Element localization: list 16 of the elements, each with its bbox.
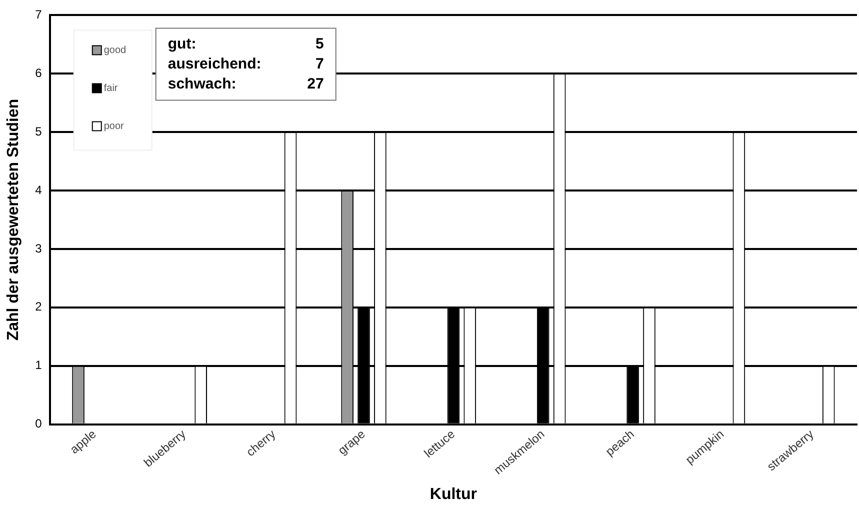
x-axis-title: Kultur [430, 486, 477, 503]
text: schwach: 27 [168, 75, 324, 92]
y-tick-label: 2 [35, 300, 42, 314]
y-tick-label: 0 [35, 416, 42, 431]
y-tick-label: 7 [35, 8, 42, 22]
legend-label: good [104, 44, 126, 56]
y-axis-title: Zahl der ausgewerteten Studien [5, 98, 22, 341]
legend-label: poor [104, 120, 125, 132]
y-tick-label: 6 [35, 66, 42, 80]
text: gut: 5 [168, 35, 324, 52]
y-tick-label: 3 [35, 241, 42, 256]
legend-label: fair [104, 82, 118, 94]
y-tick-label: 4 [35, 182, 42, 197]
y-tick-label: 1 [35, 358, 42, 372]
text: ausreichend: 7 [168, 55, 324, 72]
y-tick-label: 5 [35, 124, 42, 138]
